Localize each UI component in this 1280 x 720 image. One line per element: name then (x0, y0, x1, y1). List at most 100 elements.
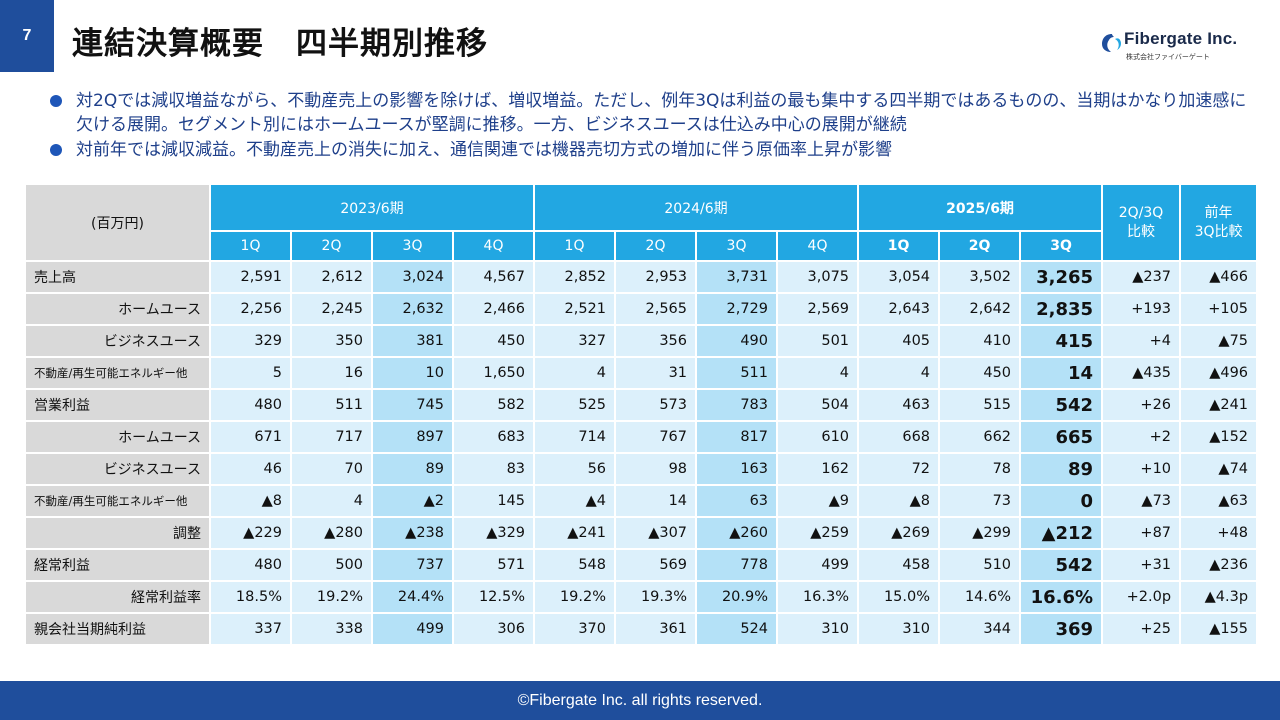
table-row: 不動産/再生可能エネルギー他 ▲8 4 ▲2 145 ▲4 14 63 ▲9 ▲8 73 0 ▲73 ▲6… (24, 484, 1259, 518)
compare-header: 前年 3Q比較 (1179, 183, 1259, 262)
value-cell: 571 (451, 548, 536, 582)
value-cell: 78 (938, 452, 1022, 486)
value-cell: 370 (533, 612, 617, 646)
row-label: 売上高 (24, 260, 211, 294)
value-cell: 548 (533, 548, 617, 582)
value-cell: 458 (857, 548, 941, 582)
value-cell: 2,466 (451, 292, 536, 326)
value-cell: 2,612 (290, 260, 373, 294)
value-cell: 499 (776, 548, 860, 582)
value-cell: 16.3% (776, 580, 860, 614)
table-row: 経常利益 480 500 737 571 548 569 778 499 458 510 542 +31… (24, 548, 1259, 582)
compare-cell: +26 (1101, 388, 1182, 422)
value-cell: 310 (776, 612, 860, 646)
value-cell: 504 (776, 388, 860, 422)
compare-cell: ▲435 (1101, 356, 1182, 390)
row-label: ホームユース (24, 420, 211, 454)
quarter-header: 1Q (857, 230, 941, 262)
compare-cell: +105 (1179, 292, 1259, 326)
value-cell: 20.9% (695, 580, 779, 614)
quarter-header: 2Q (938, 230, 1022, 262)
bullet-dot-icon (50, 144, 62, 156)
compare-cell: ▲152 (1179, 420, 1259, 454)
row-label: 営業利益 (24, 388, 211, 422)
company-logo: Fibergate Inc. 株式会社ファイバーゲート (1100, 28, 1250, 68)
value-cell: 778 (695, 548, 779, 582)
period-header: 2025/6期 (857, 183, 1104, 232)
value-cell: ▲299 (938, 516, 1022, 550)
compare-cell: ▲155 (1179, 612, 1259, 646)
value-cell: 415 (1019, 324, 1104, 358)
value-cell: 3,265 (1019, 260, 1104, 294)
value-cell: ▲241 (533, 516, 617, 550)
value-cell: 14 (1019, 356, 1104, 390)
value-cell: 500 (290, 548, 373, 582)
row-label: 不動産/再生可能エネルギー他 (24, 356, 211, 390)
quarter-header: 2Q (614, 230, 698, 262)
value-cell: 14.6% (938, 580, 1022, 614)
value-cell: 5 (209, 356, 292, 390)
value-cell: 573 (614, 388, 698, 422)
value-cell: 767 (614, 420, 698, 454)
value-cell: 490 (695, 324, 779, 358)
value-cell: 350 (290, 324, 373, 358)
row-label: ビジネスユース (24, 324, 211, 358)
value-cell: 4 (290, 484, 373, 518)
row-label: 調整 (24, 516, 211, 550)
compare-header-yoy: 前年 3Q比較 (1194, 204, 1243, 240)
value-cell: 369 (1019, 612, 1104, 646)
compare-cell: +48 (1179, 516, 1259, 550)
value-cell: 897 (371, 420, 454, 454)
value-cell: 665 (1019, 420, 1104, 454)
value-cell: 4 (776, 356, 860, 390)
value-cell: ▲269 (857, 516, 941, 550)
value-cell: 405 (857, 324, 941, 358)
value-cell: ▲9 (776, 484, 860, 518)
value-cell: 668 (857, 420, 941, 454)
value-cell: 499 (371, 612, 454, 646)
quarter-header: 1Q (533, 230, 617, 262)
table-row: 売上高 2,591 2,612 3,024 4,567 2,852 2,953 3,731 3,… (24, 260, 1259, 294)
compare-cell: +4 (1101, 324, 1182, 358)
value-cell: 83 (451, 452, 536, 486)
logo-name: Fibergate Inc. (1124, 29, 1238, 48)
compare-cell: ▲236 (1179, 548, 1259, 582)
table-row: ビジネスユース 329 350 381 450 327 356 490 501 405 410 415… (24, 324, 1259, 358)
value-cell: 306 (451, 612, 536, 646)
value-cell: 783 (695, 388, 779, 422)
value-cell: 2,642 (938, 292, 1022, 326)
value-cell: ▲8 (857, 484, 941, 518)
compare-cell: ▲74 (1179, 452, 1259, 486)
value-cell: ▲238 (371, 516, 454, 550)
value-cell: 310 (857, 612, 941, 646)
value-cell: 671 (209, 420, 292, 454)
value-cell: 56 (533, 452, 617, 486)
bullet-text: 対2Qでは減収増益ながら、不動産売上の影響を除けば、増収増益。ただし、例年3Qは… (76, 91, 1247, 135)
value-cell: 2,953 (614, 260, 698, 294)
value-cell: 361 (614, 612, 698, 646)
value-cell: 46 (209, 452, 292, 486)
value-cell: 2,245 (290, 292, 373, 326)
value-cell: 4 (857, 356, 941, 390)
value-cell: 3,731 (695, 260, 779, 294)
value-cell: 329 (209, 324, 292, 358)
compare-cell: ▲4.3p (1179, 580, 1259, 614)
compare-header: 2Q/3Q 比較 (1101, 183, 1182, 262)
value-cell: 817 (695, 420, 779, 454)
value-cell: 662 (938, 420, 1022, 454)
value-cell: 12.5% (451, 580, 536, 614)
table-row: 親会社当期純利益 337 338 499 306 370 361 524 310 310 344 36… (24, 612, 1259, 646)
value-cell: ▲260 (695, 516, 779, 550)
value-cell: 2,569 (776, 292, 860, 326)
value-cell: 31 (614, 356, 698, 390)
bullet-item: 対2Qでは減収増益ながら、不動産売上の影響を除けば、増収増益。ただし、例年3Qは… (50, 89, 1250, 137)
row-label: ホームユース (24, 292, 211, 326)
value-cell: 4,567 (451, 260, 536, 294)
table-row: 不動産/再生可能エネルギー他 5 16 10 1,650 4 31 511 4 4 450 14 ▲43… (24, 356, 1259, 390)
quarter-header: 3Q (1019, 230, 1104, 262)
compare-cell: +2 (1101, 420, 1182, 454)
row-label: 親会社当期純利益 (24, 612, 211, 646)
summary-bullets: 対2Qでは減収増益ながら、不動産売上の影響を除けば、増収増益。ただし、例年3Qは… (50, 89, 1250, 162)
quarter-header: 3Q (371, 230, 454, 262)
period-header: 2024/6期 (533, 183, 860, 232)
